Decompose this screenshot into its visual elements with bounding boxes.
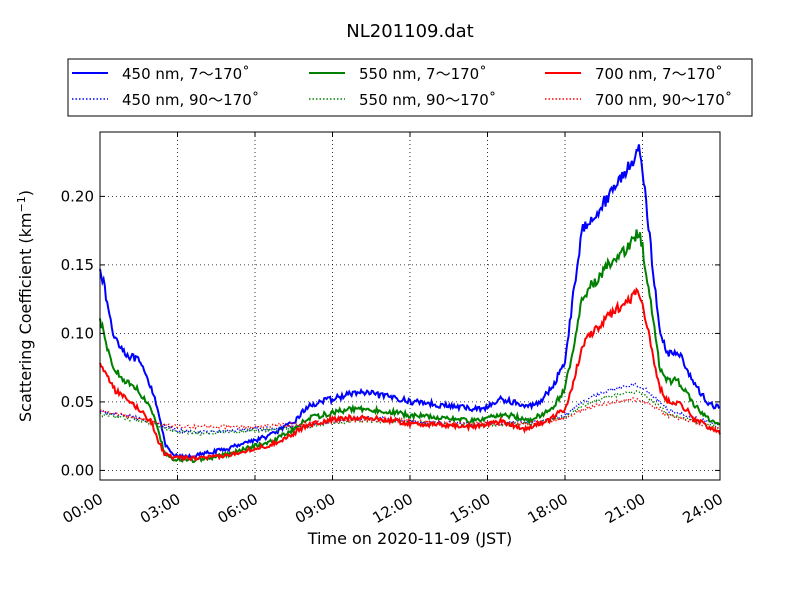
y-axis-label-main: Scattering Coefficient (km xyxy=(16,212,35,422)
x-tick-label: 15:00 xyxy=(447,490,493,527)
series-layer xyxy=(99,144,721,464)
legend-label: 450 nm, 90～170˚ xyxy=(122,91,259,109)
series-line xyxy=(99,144,721,461)
x-tick-label: 03:00 xyxy=(137,490,183,527)
legend: 450 nm, 7～170˚ 450 nm, 90～170˚ 550 nm, 7～1… xyxy=(67,58,753,117)
y-axis-label-end: ) xyxy=(16,190,35,196)
grid xyxy=(100,132,720,480)
x-tick-label: 00:00 xyxy=(60,490,106,527)
legend-label: 700 nm, 7～170˚ xyxy=(595,65,723,83)
series-line xyxy=(99,382,721,436)
y-tick-label: 0.10 xyxy=(61,324,94,342)
series-line xyxy=(99,286,721,463)
legend-frame xyxy=(67,58,753,117)
y-tick-label: 0.15 xyxy=(61,256,94,274)
x-tick-label: 09:00 xyxy=(292,490,338,527)
y-axis-label-sup: −1 xyxy=(15,196,28,212)
legend-label: 550 nm, 7～170˚ xyxy=(359,65,487,83)
legend-label: 550 nm, 90～170˚ xyxy=(359,91,496,109)
x-tick-label: 24:00 xyxy=(680,490,726,527)
y-tick-label: 0.05 xyxy=(61,393,94,411)
x-axis-label: Time on 2020-11-09 (JST) xyxy=(307,529,512,548)
x-tick-label: 06:00 xyxy=(215,490,261,527)
chart-title: NL201109.dat xyxy=(346,21,473,42)
y-tick-label: 0.20 xyxy=(61,187,94,205)
x-tick-label: 18:00 xyxy=(525,490,571,527)
y-tick-label: 0.00 xyxy=(61,461,94,479)
series-line xyxy=(99,229,720,464)
legend-label: 700 nm, 90～170˚ xyxy=(595,91,732,109)
plot-frame xyxy=(99,131,721,481)
legend-label: 450 nm, 7～170˚ xyxy=(122,65,250,83)
x-tick-label: 12:00 xyxy=(370,490,416,527)
x-tick-label: 21:00 xyxy=(602,490,648,527)
y-axis-label: Scattering Coefficient (km−1) xyxy=(15,190,35,422)
series-line xyxy=(100,397,721,431)
